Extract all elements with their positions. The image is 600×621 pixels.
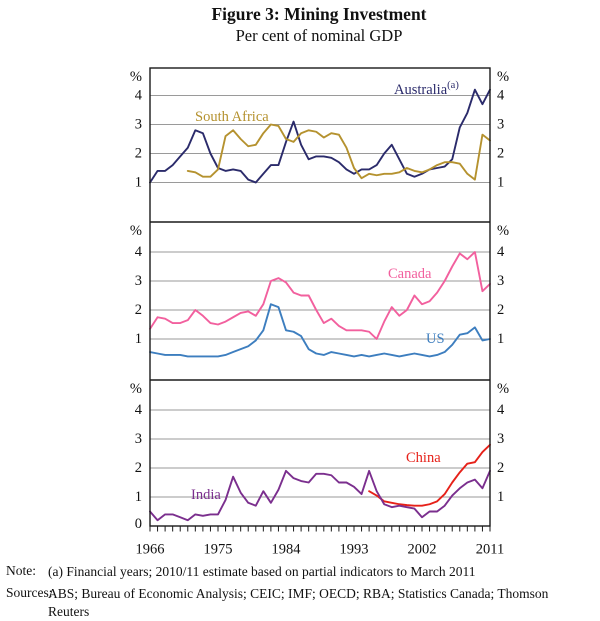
- australia-label: Australia(a): [394, 80, 459, 98]
- mining-investment-chart: Australia(a) South Africa% 4 3 2 1% 4 3 2 1 Canada…: [130, 67, 509, 558]
- x-tick-label: 2002: [408, 542, 437, 558]
- south-africa-label: South Africa: [195, 109, 269, 125]
- percent-unit-label: %: [497, 69, 509, 85]
- y-tick-label: 3: [497, 431, 504, 447]
- percent-unit-label: %: [497, 381, 509, 397]
- x-tick-label: 1984: [272, 542, 302, 558]
- x-tick-label: 1975: [204, 542, 233, 558]
- percent-unit-label: %: [497, 223, 509, 239]
- y-tick-label: 3: [135, 431, 142, 447]
- y-tick-label: 4: [497, 402, 505, 418]
- australia-line: [149, 88, 491, 184]
- india-line: [149, 469, 491, 522]
- y-tick-label: 2: [497, 146, 504, 162]
- y-tick-label: 3: [497, 117, 504, 133]
- y-tick-label: 2: [135, 460, 142, 476]
- y-tick-label: 4: [135, 88, 143, 104]
- y-tick-label: 3: [135, 117, 142, 133]
- y-tick-label: 1: [135, 489, 142, 505]
- sources-line-1: ABS; Bureau of Economic Analysis; CEIC; …: [48, 586, 549, 601]
- x-tick-label: 1993: [340, 542, 369, 558]
- y-tick-label: 3: [497, 273, 504, 289]
- note-label: Note:: [6, 563, 36, 578]
- x-tick-label: 2011: [476, 542, 504, 558]
- sources-line-2: Reuters: [48, 603, 90, 619]
- y-tick-label: 1: [497, 175, 504, 191]
- percent-unit-label: %: [130, 69, 142, 85]
- y-tick-label: 3: [135, 273, 142, 289]
- y-tick-label: 1: [497, 331, 504, 347]
- india-label: India: [191, 487, 221, 503]
- y-tick-label: 2: [497, 302, 504, 318]
- canada-label: Canada: [388, 266, 432, 282]
- canada-line: [149, 251, 491, 340]
- us-label: US: [426, 331, 445, 347]
- y-tick-label: 4: [135, 402, 143, 418]
- chart-frame: [149, 67, 491, 527]
- y-tick-label: 4: [135, 244, 143, 260]
- note-text: (a) Financial years; 2010/11 estimate ba…: [48, 564, 476, 579]
- south-africa-line: [186, 123, 491, 181]
- sources-text: ABS; Bureau of Economic Analysis; CEIC; …: [48, 585, 593, 621]
- percent-unit-label: %: [130, 381, 142, 397]
- sources-label: Sources:: [6, 585, 53, 600]
- china-label: China: [406, 450, 441, 466]
- y-tick-label: 2: [135, 302, 142, 318]
- y-tick-label: 1: [135, 175, 142, 191]
- us-line: [149, 303, 491, 358]
- y-tick-label: 4: [497, 244, 505, 260]
- percent-unit-label: %: [130, 223, 142, 239]
- figure-subtitle: Per cent of nominal GDP: [235, 26, 403, 45]
- x-tick-label: 1966: [136, 542, 165, 558]
- china-line: [368, 443, 491, 507]
- y-tick-label: 1: [135, 331, 142, 347]
- y-tick-label: 2: [497, 460, 504, 476]
- y-tick-label-zero: 0: [135, 516, 142, 532]
- y-tick-label: 4: [497, 88, 505, 104]
- figure-title: Figure 3: Mining Investment: [211, 4, 427, 24]
- y-tick-label: 1: [497, 489, 504, 505]
- y-tick-label: 2: [135, 146, 142, 162]
